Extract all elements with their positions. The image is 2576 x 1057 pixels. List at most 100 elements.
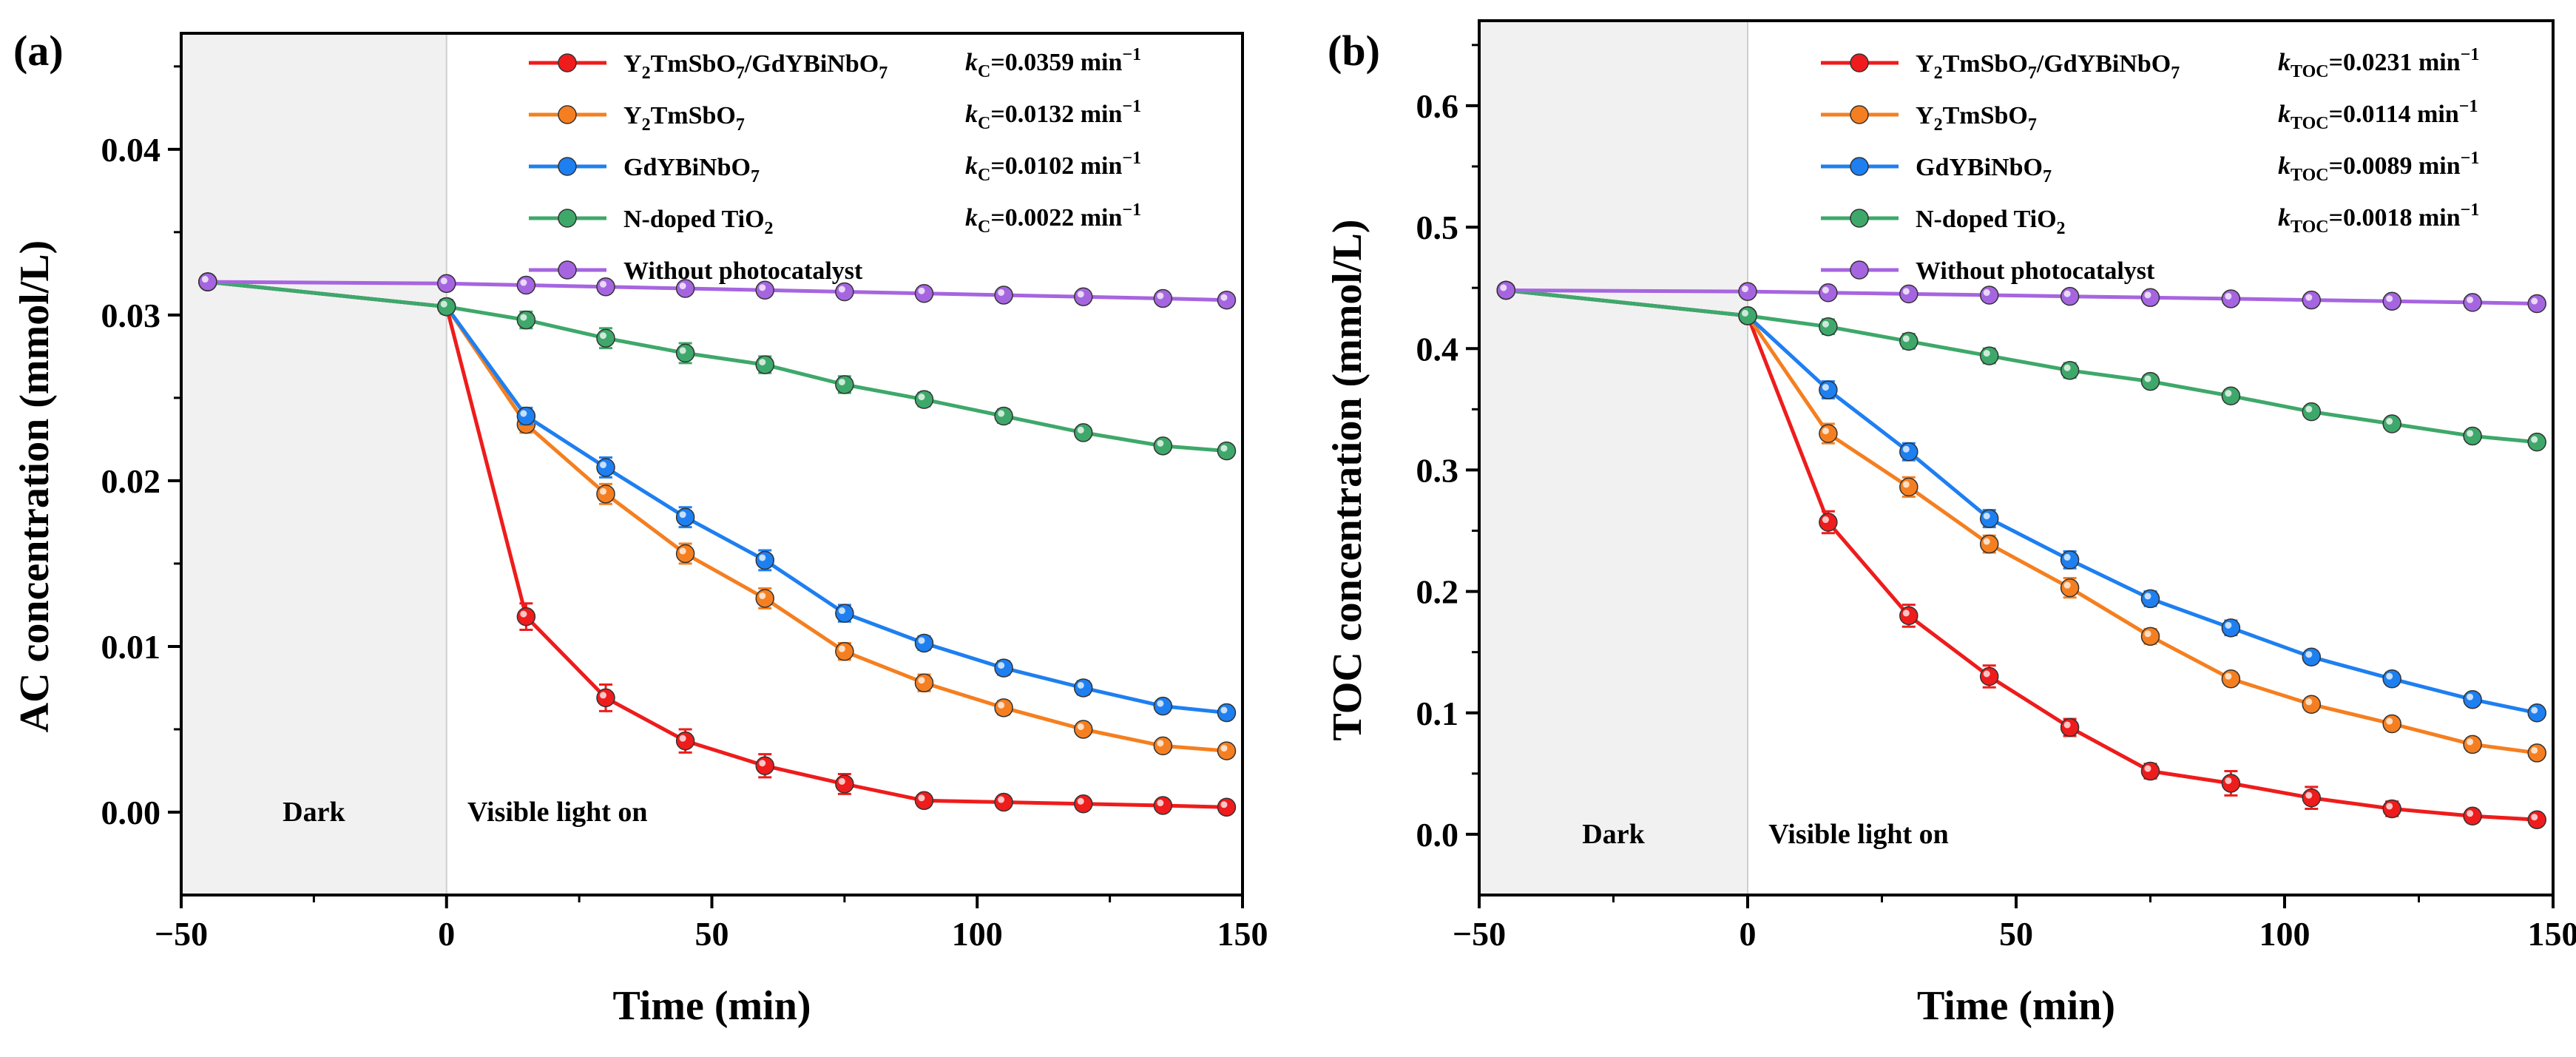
data-point-highlight [1220, 801, 1228, 808]
rate-constant-label: kC=0.0102 min−1 [965, 149, 1141, 185]
rate-exponent: −1 [1122, 45, 1141, 64]
x-tick-label: 50 [695, 915, 729, 953]
rate-exponent: −1 [1122, 97, 1141, 116]
rate-value: =0.0022 min [990, 204, 1122, 232]
legend-label-part: Without photocatalyst [1916, 257, 2155, 285]
data-point [1217, 441, 1237, 461]
legend-label-part: TmSbO [651, 102, 736, 129]
data-point-highlight [2467, 430, 2474, 437]
data-point [675, 731, 695, 751]
data-point-highlight [2531, 814, 2538, 821]
data-point-highlight [600, 692, 606, 699]
data-point-highlight [2467, 810, 2474, 817]
rate-subscript: C [978, 62, 990, 81]
y-axis-title: AC concentration (mmol/L) [12, 240, 58, 733]
dark-region-shade [181, 33, 447, 895]
data-point [994, 698, 1013, 717]
data-point-highlight [759, 284, 766, 291]
data-point [2463, 806, 2482, 826]
data-point [835, 604, 854, 623]
data-point [596, 277, 615, 297]
legend-label-part: Y [1916, 50, 1934, 78]
data-point-highlight [838, 378, 845, 385]
data-point-highlight [520, 410, 527, 417]
rate-value: =0.0102 min [990, 152, 1122, 180]
data-point-highlight [679, 735, 686, 742]
data-point-highlight [2144, 375, 2151, 382]
data-point-highlight [1157, 439, 1164, 447]
data-point [1979, 666, 1999, 686]
legend-marker [1850, 260, 1869, 280]
data-point-highlight [600, 461, 606, 468]
data-point-highlight [2467, 296, 2474, 303]
data-point [2140, 761, 2160, 781]
legend-label: GdYBiNbO7 [1916, 154, 2052, 186]
data-point [2527, 703, 2546, 723]
y-tick-label: 0.00 [101, 794, 161, 831]
legend-label-part: Without photocatalyst [623, 257, 863, 285]
legend-label-part: GdYBiNbO [1916, 154, 2043, 181]
data-point-highlight [2386, 672, 2393, 680]
data-point [1979, 509, 1999, 528]
data-point [755, 355, 774, 374]
data-point [2060, 578, 2080, 598]
y-tick-label: 0.6 [1416, 87, 1459, 125]
x-tick-label: 150 [2528, 915, 2576, 953]
data-point-highlight [600, 487, 606, 495]
data-point-highlight [918, 287, 925, 294]
data-point [1217, 290, 1237, 310]
rate-constant-label: kTOC=0.0089 min−1 [2278, 149, 2479, 185]
data-point [914, 390, 934, 409]
data-point [2382, 414, 2401, 433]
legend-label-part: 7 [2028, 64, 2037, 83]
data-point [1899, 331, 1919, 351]
data-point-highlight [2063, 553, 2071, 561]
data-point-highlight [1902, 445, 1910, 453]
data-point [835, 282, 854, 302]
series-line [1506, 288, 2538, 305]
legend-label-part: 7 [736, 64, 745, 83]
y-tick-label: 0.04 [101, 131, 161, 169]
data-point-highlight [1220, 745, 1228, 752]
data-point-highlight [759, 554, 766, 561]
data-point-highlight [1077, 291, 1084, 298]
data-point [1074, 678, 1093, 698]
data-point-highlight [2225, 390, 2232, 397]
data-point-highlight [440, 300, 447, 308]
data-point [2527, 432, 2546, 452]
rate-subscript: TOC [2291, 114, 2329, 133]
rate-symbol: k [965, 204, 978, 232]
rate-exponent: −1 [1122, 149, 1141, 168]
legend-marker [558, 157, 577, 176]
y-axis-title: TOC concentration (mmol/L) [1325, 219, 1370, 740]
data-point [1153, 436, 1173, 456]
rate-constant-label: kTOC=0.0231 min−1 [2278, 45, 2479, 81]
legend-label-part: 7 [2171, 64, 2180, 83]
data-point [1899, 442, 1919, 462]
data-point-highlight [2386, 295, 2393, 303]
data-point [1819, 513, 1838, 532]
legend-label-part: TmSbO [651, 50, 736, 78]
legend-label-part: 2 [765, 219, 774, 238]
data-point-highlight [2225, 621, 2232, 629]
legend-label-part: 7 [736, 115, 745, 135]
data-point-highlight [1822, 428, 1829, 435]
data-point-highlight [998, 288, 1005, 296]
data-point-highlight [2531, 706, 2538, 714]
data-point-highlight [838, 607, 845, 615]
legend-label-part: N-doped TiO [623, 206, 765, 233]
legend-marker [1850, 157, 1869, 176]
data-point-highlight [1500, 284, 1507, 291]
data-point [2302, 695, 2322, 715]
data-point [675, 343, 695, 363]
data-point [2221, 774, 2241, 793]
data-point-highlight [918, 677, 925, 684]
legend-label-part: 2 [1934, 115, 1943, 135]
data-point [516, 310, 536, 330]
data-point [2060, 717, 2080, 737]
rate-exponent: −1 [2461, 149, 2480, 168]
data-point-highlight [2305, 294, 2313, 301]
data-point-highlight [2467, 693, 2474, 700]
rate-constant-label: kTOC=0.0018 min−1 [2278, 200, 2479, 237]
data-point [2140, 371, 2160, 391]
